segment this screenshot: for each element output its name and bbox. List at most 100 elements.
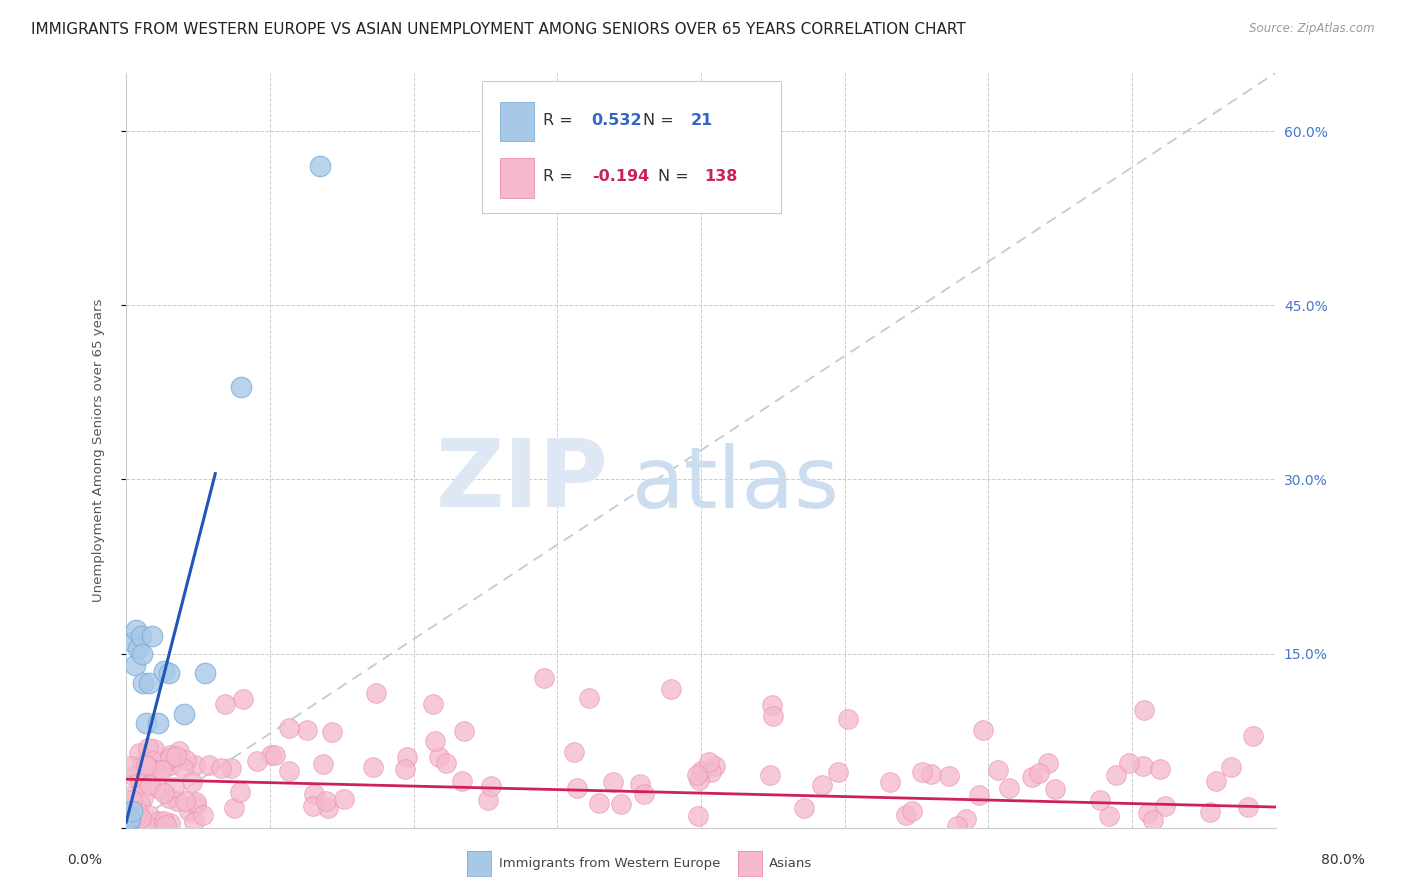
Point bbox=[128, 772, 150, 786]
Point bbox=[278, 764, 301, 778]
Point bbox=[174, 753, 197, 767]
Point bbox=[159, 816, 181, 830]
Point bbox=[578, 691, 600, 706]
Point bbox=[184, 795, 207, 809]
Point bbox=[138, 808, 160, 822]
Text: 0.0%: 0.0% bbox=[67, 853, 101, 867]
Point bbox=[690, 764, 713, 779]
Point bbox=[153, 785, 176, 799]
Point bbox=[1021, 770, 1043, 784]
Point bbox=[396, 750, 419, 764]
Point bbox=[332, 792, 354, 806]
Point bbox=[1137, 805, 1160, 820]
Point bbox=[422, 697, 444, 711]
Text: R =: R = bbox=[543, 113, 578, 128]
Point bbox=[565, 780, 588, 795]
Point bbox=[1118, 756, 1140, 771]
Point bbox=[260, 748, 283, 763]
Y-axis label: Unemployment Among Seniors over 65 years: Unemployment Among Seniors over 65 years bbox=[93, 299, 105, 602]
Point bbox=[129, 811, 152, 825]
Point bbox=[1199, 805, 1222, 820]
Point bbox=[121, 793, 143, 807]
Point bbox=[901, 804, 924, 818]
Point bbox=[184, 798, 207, 813]
Point bbox=[183, 757, 205, 772]
Point bbox=[157, 666, 180, 681]
Point bbox=[946, 819, 969, 833]
Point bbox=[1220, 760, 1243, 774]
Point bbox=[246, 755, 269, 769]
Point bbox=[198, 758, 221, 772]
FancyBboxPatch shape bbox=[499, 158, 534, 197]
Text: Asians: Asians bbox=[769, 857, 813, 870]
Point bbox=[686, 767, 709, 781]
Point bbox=[138, 761, 160, 775]
Point bbox=[1038, 756, 1060, 771]
Point bbox=[152, 664, 174, 678]
Point bbox=[450, 773, 472, 788]
Point bbox=[321, 725, 343, 739]
Point bbox=[1153, 798, 1175, 813]
Point bbox=[987, 764, 1010, 778]
Point bbox=[136, 740, 159, 755]
Point bbox=[121, 804, 143, 818]
Text: N =: N = bbox=[658, 169, 695, 184]
Point bbox=[315, 794, 337, 808]
Point bbox=[423, 734, 446, 748]
Point bbox=[533, 671, 555, 685]
Point bbox=[153, 756, 176, 770]
Point bbox=[124, 769, 146, 783]
Point bbox=[628, 777, 651, 791]
Point bbox=[149, 763, 172, 777]
Point bbox=[129, 797, 152, 812]
Text: 21: 21 bbox=[690, 113, 713, 128]
Text: -0.194: -0.194 bbox=[592, 169, 650, 184]
Point bbox=[309, 159, 332, 173]
Point bbox=[295, 723, 318, 737]
Point bbox=[1098, 809, 1121, 823]
Point bbox=[219, 761, 242, 775]
Point bbox=[194, 666, 217, 681]
Point bbox=[761, 698, 783, 712]
Point bbox=[686, 808, 709, 822]
Point bbox=[121, 813, 143, 827]
Point bbox=[214, 697, 236, 711]
Text: Immigrants from Western Europe: Immigrants from Western Europe bbox=[499, 857, 720, 870]
Point bbox=[972, 723, 994, 738]
Point bbox=[477, 793, 499, 807]
Point bbox=[1205, 774, 1227, 789]
Point bbox=[302, 799, 325, 814]
Point bbox=[128, 770, 150, 784]
Point bbox=[183, 814, 205, 829]
Point bbox=[128, 746, 150, 760]
Point bbox=[232, 691, 254, 706]
Point bbox=[434, 756, 457, 770]
Point bbox=[610, 797, 633, 811]
Point bbox=[264, 748, 287, 763]
Point bbox=[143, 742, 166, 756]
Point bbox=[124, 658, 146, 673]
Point bbox=[366, 686, 388, 700]
Point bbox=[479, 780, 502, 794]
Point bbox=[827, 765, 849, 780]
Point bbox=[131, 647, 153, 661]
Point bbox=[837, 712, 859, 726]
Point bbox=[1045, 781, 1067, 796]
Point bbox=[127, 640, 149, 655]
Text: 138: 138 bbox=[704, 169, 738, 184]
FancyBboxPatch shape bbox=[499, 102, 534, 141]
Text: IMMIGRANTS FROM WESTERN EUROPE VS ASIAN UNEMPLOYMENT AMONG SENIORS OVER 65 YEARS: IMMIGRANTS FROM WESTERN EUROPE VS ASIAN … bbox=[31, 22, 966, 37]
Point bbox=[122, 635, 145, 649]
Point bbox=[131, 758, 153, 772]
Text: atlas: atlas bbox=[631, 443, 839, 526]
Point bbox=[117, 815, 139, 830]
Point bbox=[153, 814, 176, 828]
Point bbox=[704, 759, 727, 773]
Point bbox=[129, 629, 152, 643]
Point bbox=[361, 759, 384, 773]
Point bbox=[1105, 768, 1128, 782]
Point bbox=[136, 819, 159, 833]
Point bbox=[135, 758, 157, 772]
Point bbox=[1090, 793, 1112, 807]
Point bbox=[633, 787, 655, 801]
